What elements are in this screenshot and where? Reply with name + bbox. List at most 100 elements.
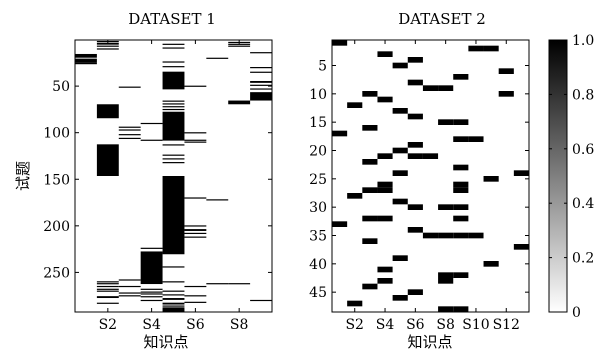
dataset1-cell	[184, 229, 207, 231]
dataset1-cell	[162, 106, 185, 108]
dataset1-cell	[162, 61, 185, 63]
dataset2-panel: DATASET 2 5 10 15 20 25 30 35 40 45 S2 S4 S6 S8 S10 S…	[309, 10, 530, 351]
dataset2-cell	[347, 300, 363, 307]
dataset2-y-tick-label: 35	[309, 229, 327, 245]
dataset1-x-ticks: S2 S4 S6 S8	[99, 40, 248, 333]
dataset1-cell	[184, 225, 207, 227]
dataset2-y-tick-label: 25	[309, 172, 327, 188]
dataset1-cell	[184, 139, 207, 141]
dataset2-title: DATASET 2	[398, 10, 486, 28]
dataset1-y-tick-label: 200	[43, 219, 70, 235]
dataset1-cell	[118, 126, 141, 128]
dataset2-cell	[332, 130, 348, 137]
dataset2-cell	[407, 289, 423, 295]
dataset2-cells	[332, 40, 529, 312]
dataset2-y-tick-label: 10	[309, 87, 327, 103]
dataset1-y-tick-label: 100	[43, 126, 70, 142]
dataset2-cell	[468, 232, 484, 239]
dataset2-y-ticks: 5 10 15 20 25 30 35 40 45	[309, 59, 529, 301]
dataset2-cell	[453, 272, 469, 278]
dataset2-cell	[362, 125, 378, 131]
dataset2-cell	[453, 164, 469, 171]
dataset1-cell	[140, 139, 163, 141]
dataset1-title: DATASET 1	[128, 10, 216, 28]
dataset1-cell	[118, 292, 141, 294]
colorbar-tick-label: 0.6	[572, 142, 594, 158]
dataset1-cell	[250, 299, 272, 302]
dataset2-cell	[407, 113, 423, 120]
dataset1-cell	[96, 302, 119, 304]
dataset1-cell	[162, 158, 185, 160]
dataset2-cell	[438, 85, 454, 91]
dataset2-cell	[407, 153, 423, 159]
dataset2-cell	[453, 181, 469, 188]
dataset2-frame	[331, 39, 530, 313]
dataset1-cell	[162, 71, 185, 90]
dataset2-cell	[422, 153, 439, 159]
dataset1-cell	[184, 285, 207, 288]
dataset1-cell	[162, 176, 185, 255]
dataset2-y-tick-label: 20	[309, 144, 327, 160]
dataset1-cell	[118, 295, 141, 297]
dataset2-cell	[438, 272, 454, 278]
dataset1-cell	[250, 71, 272, 73]
dataset2-cell	[453, 215, 469, 222]
dataset1-cell	[206, 57, 229, 59]
dataset1-cell	[162, 298, 185, 300]
colorbar-tick-label: 0.8	[572, 87, 594, 103]
dataset1-cell	[184, 141, 207, 143]
dataset1-cell	[162, 266, 185, 268]
dataset2-cell	[362, 159, 378, 165]
dataset2-cell	[407, 57, 423, 63]
dataset1-cell	[184, 132, 207, 134]
dataset2-cell	[453, 74, 469, 80]
dataset2-cell	[392, 295, 408, 301]
dataset1-y-tick-label: 250	[43, 265, 70, 281]
dataset1-cells	[75, 40, 272, 312]
dataset1-cell	[162, 294, 185, 296]
dataset2-cell	[347, 193, 363, 199]
dataset1-cell	[228, 283, 251, 285]
dataset2-cell	[468, 45, 484, 52]
dataset1-cell	[184, 232, 207, 235]
dataset1-cell	[96, 45, 119, 47]
dataset1-x-tick-label: S6	[186, 317, 205, 333]
dataset1-cell	[162, 154, 185, 156]
dataset1-cell	[250, 84, 272, 86]
dataset2-cell	[498, 91, 514, 97]
dataset2-cell	[498, 68, 514, 74]
dataset2-cell	[377, 153, 393, 159]
dataset2-cell	[392, 62, 408, 69]
dataset2-cell	[377, 96, 393, 103]
dataset1-cell	[96, 290, 119, 292]
dataset1-cell	[162, 290, 185, 292]
colorbar: 0 0.2 0.4 0.6 0.8 1.0	[548, 33, 594, 321]
dataset1-cell	[140, 291, 163, 293]
dataset2-cell	[362, 283, 378, 290]
dataset2-y-tick-label: 5	[318, 59, 327, 75]
dataset1-cell	[75, 59, 97, 63]
dataset2-x-tick-label: S4	[376, 317, 395, 333]
colorbar-tick-label: 1.0	[572, 33, 594, 49]
dataset1-cell	[140, 247, 163, 249]
dataset2-y-tick-label: 15	[309, 115, 327, 131]
dataset1-cell	[140, 122, 163, 125]
dataset1-frame	[74, 39, 273, 313]
dataset2-cell	[392, 170, 408, 176]
dataset2-cell	[513, 244, 529, 250]
dataset2-cell	[438, 204, 454, 210]
colorbar-tick-label: 0.2	[572, 251, 594, 267]
dataset1-cell	[250, 92, 272, 101]
dataset2-cell	[407, 79, 423, 86]
dataset2-cell	[468, 136, 484, 142]
dataset1-cell	[118, 285, 141, 288]
dataset1-cell	[162, 302, 185, 305]
dataset2-cell	[407, 204, 423, 210]
dataset1-cell	[140, 293, 163, 295]
dataset2-cell	[483, 261, 499, 267]
dataset1-cell	[140, 251, 163, 285]
dataset2-x-tick-label: S2	[345, 317, 364, 333]
dataset1-cell	[118, 134, 141, 136]
dataset1-cell	[96, 288, 119, 290]
dataset1-x-label: 知识点	[143, 333, 188, 351]
